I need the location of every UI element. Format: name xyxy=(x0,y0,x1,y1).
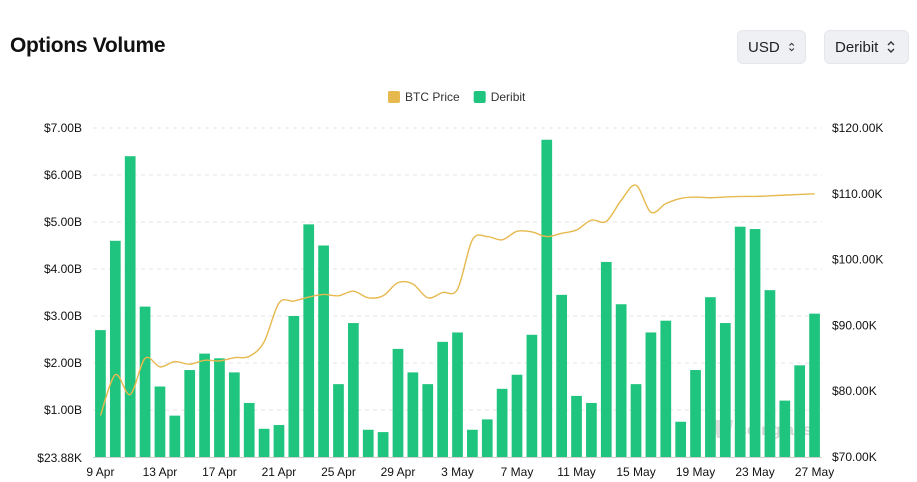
deribit-bar[interactable] xyxy=(274,425,285,457)
legend-label[interactable]: Deribit xyxy=(491,90,526,104)
deribit-bar[interactable] xyxy=(199,354,210,457)
deribit-bar[interactable] xyxy=(765,290,776,457)
deribit-bar[interactable] xyxy=(809,314,820,457)
deribit-bar[interactable] xyxy=(452,332,463,457)
legend: BTC Price Deribit xyxy=(388,90,526,104)
deribit-bar[interactable] xyxy=(110,241,121,457)
y-left-tick-label: $23.88K xyxy=(37,451,82,465)
deribit-bar[interactable] xyxy=(348,323,359,457)
deribit-bar[interactable] xyxy=(288,316,299,457)
deribit-bar[interactable] xyxy=(690,370,701,457)
y-right-tick-label: $100.00K xyxy=(832,253,883,267)
x-tick-label: 19 May xyxy=(676,465,715,479)
deribit-bar[interactable] xyxy=(631,384,642,457)
deribit-bar[interactable] xyxy=(303,224,314,457)
deribit-bar[interactable] xyxy=(556,295,567,457)
deribit-bar[interactable] xyxy=(660,321,671,457)
x-tick-label: 13 Apr xyxy=(143,465,178,479)
y-left-tick-label: $6.00B xyxy=(44,168,82,182)
deribit-bar[interactable] xyxy=(616,304,627,457)
y-left-tick-label: $2.00B xyxy=(44,356,82,370)
x-tick-label: 29 Apr xyxy=(381,465,416,479)
deribit-bar[interactable] xyxy=(750,229,761,457)
deribit-bar[interactable] xyxy=(541,140,552,457)
x-tick-label: 3 May xyxy=(441,465,474,479)
x-tick-label: 9 Apr xyxy=(86,465,114,479)
deribit-bar[interactable] xyxy=(675,422,686,457)
y-left-tick-label: $5.00B xyxy=(44,215,82,229)
deribit-bar[interactable] xyxy=(184,370,195,457)
deribit-bar[interactable] xyxy=(646,332,657,457)
deribit-bar[interactable] xyxy=(378,432,389,457)
x-tick-label: 11 May xyxy=(557,465,595,479)
deribit-bar[interactable] xyxy=(408,372,419,457)
deribit-bar[interactable] xyxy=(794,365,805,457)
deribit-bar[interactable] xyxy=(705,297,716,457)
x-tick-label: 17 Apr xyxy=(202,465,237,479)
deribit-bar[interactable] xyxy=(244,403,255,457)
y-left-tick-label: $3.00B xyxy=(44,309,82,323)
deribit-bar[interactable] xyxy=(229,372,240,457)
deribit-bar[interactable] xyxy=(363,430,374,457)
x-axis: 9 Apr 13 Apr 17 Apr 21 Apr 25 Apr 29 Apr 3 May… xyxy=(86,458,834,480)
y-right-tick-label: $110.00K xyxy=(832,187,883,201)
deribit-bars xyxy=(95,140,820,457)
deribit-bar[interactable] xyxy=(214,358,225,457)
legend-label[interactable]: BTC Price xyxy=(405,90,460,104)
x-tick-label: 7 May xyxy=(501,465,534,479)
y-left-tick-label: $1.00B xyxy=(44,403,82,417)
deribit-bar[interactable] xyxy=(140,307,151,457)
deribit-bar[interactable] xyxy=(422,384,433,457)
deribit-bar[interactable] xyxy=(259,429,270,457)
deribit-bar[interactable] xyxy=(779,401,790,457)
y-axis-left: $23.88K $1.00B $2.00B $3.00B $4.00B $5.00B $6.… xyxy=(37,121,82,465)
deribit-bar[interactable] xyxy=(720,323,731,457)
deribit-bar[interactable] xyxy=(393,349,404,457)
deribit-bar[interactable] xyxy=(169,416,180,457)
y-left-tick-label: $4.00B xyxy=(44,262,82,276)
deribit-bar[interactable] xyxy=(125,156,136,457)
deribit-bar[interactable] xyxy=(482,419,493,457)
x-tick-label: 21 Apr xyxy=(262,465,297,479)
y-left-tick-label: $7.00B xyxy=(44,121,82,135)
y-right-tick-label: $80.00K xyxy=(832,384,877,398)
deribit-bar[interactable] xyxy=(601,262,612,457)
deribit-bar[interactable] xyxy=(512,375,523,457)
x-tick-label: 15 May xyxy=(616,465,655,479)
deribit-bar[interactable] xyxy=(735,227,746,457)
deribit-bar[interactable] xyxy=(527,335,538,457)
legend-swatch xyxy=(388,91,400,103)
deribit-bar[interactable] xyxy=(155,387,166,458)
deribit-bar[interactable] xyxy=(571,396,582,457)
y-axis-right: $70.00K $80.00K $90.00K $100.00K $110.00K $12… xyxy=(832,121,883,464)
y-right-tick-label: $70.00K xyxy=(832,450,877,464)
deribit-bar[interactable] xyxy=(318,246,329,458)
deribit-bar[interactable] xyxy=(497,389,508,457)
deribit-bar[interactable] xyxy=(437,342,448,457)
deribit-bar[interactable] xyxy=(333,384,344,457)
x-tick-label: 23 May xyxy=(735,465,774,479)
y-right-tick-label: $90.00K xyxy=(832,318,877,332)
x-tick-label: 27 May xyxy=(795,465,834,479)
y-right-tick-label: $120.00K xyxy=(832,121,883,135)
deribit-bar[interactable] xyxy=(95,330,106,457)
legend-swatch xyxy=(474,91,486,103)
deribit-bar[interactable] xyxy=(467,430,478,457)
deribit-bar[interactable] xyxy=(586,403,597,457)
x-tick-label: 25 Apr xyxy=(321,465,356,479)
